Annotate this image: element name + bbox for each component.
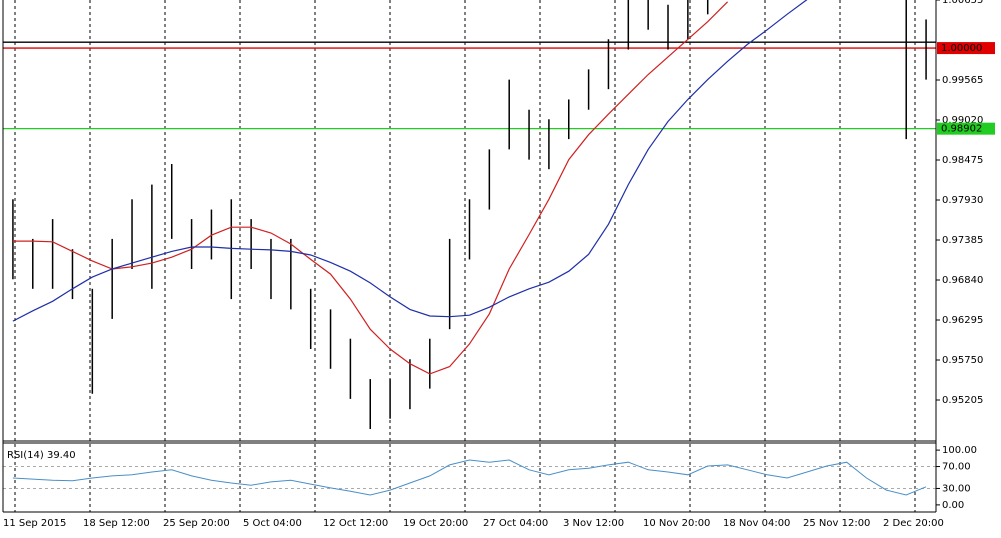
price-level-box xyxy=(937,122,995,135)
y-tick-label: 0.95750 xyxy=(942,355,983,366)
y-tick-label: 1.00655 xyxy=(942,0,983,6)
y-tick-label: 0.96840 xyxy=(942,275,983,286)
axes xyxy=(2,0,940,513)
y-tick-label: 0.96295 xyxy=(942,315,983,326)
y-tick-label: 0.98475 xyxy=(942,155,983,166)
x-tick-label: 25 Nov 12:00 xyxy=(803,518,870,529)
price-level-box xyxy=(937,42,995,55)
y-tick-label: 0.97385 xyxy=(942,235,983,246)
y-tick-label: 0.99020 xyxy=(942,115,983,126)
x-tick-label: 18 Nov 04:00 xyxy=(723,518,790,529)
x-tick-label: 3 Nov 12:00 xyxy=(563,518,624,529)
x-tick-label: 19 Oct 20:00 xyxy=(403,518,468,529)
x-tick-label: 5 Oct 04:00 xyxy=(243,518,302,529)
x-tick-label: 27 Oct 04:00 xyxy=(483,518,548,529)
y-tick-label: 0.95205 xyxy=(942,395,983,406)
y-tick-label: 0.00 xyxy=(942,500,964,511)
y-tick-label: 0.99565 xyxy=(942,75,983,86)
price-panel xyxy=(3,0,936,429)
y-tick-label: 70.00 xyxy=(942,462,971,473)
y-tick-label: 30.00 xyxy=(942,483,971,494)
x-tick-label: 2 Dec 20:00 xyxy=(883,518,944,529)
rsi-line xyxy=(12,459,927,496)
x-tick-label: 10 Nov 20:00 xyxy=(643,518,710,529)
y-tick-label: 100.00 xyxy=(942,445,977,456)
x-tick-label: 11 Sep 2015 xyxy=(3,518,66,529)
y-tick-label: 0.97930 xyxy=(942,195,983,206)
price-level-label: 0.98902 xyxy=(941,124,982,135)
rsi-panel xyxy=(3,459,936,496)
moving-average xyxy=(12,1,729,375)
moving-average xyxy=(12,0,808,322)
x-tick-label: 25 Sep 20:00 xyxy=(163,518,230,529)
x-tick-label: 18 Sep 12:00 xyxy=(83,518,150,529)
grid xyxy=(14,0,916,512)
x-tick-label: 12 Oct 12:00 xyxy=(323,518,388,529)
price-level-label: 1.00000 xyxy=(941,43,982,54)
rsi-title: RSI(14) 39.40 xyxy=(7,450,76,461)
